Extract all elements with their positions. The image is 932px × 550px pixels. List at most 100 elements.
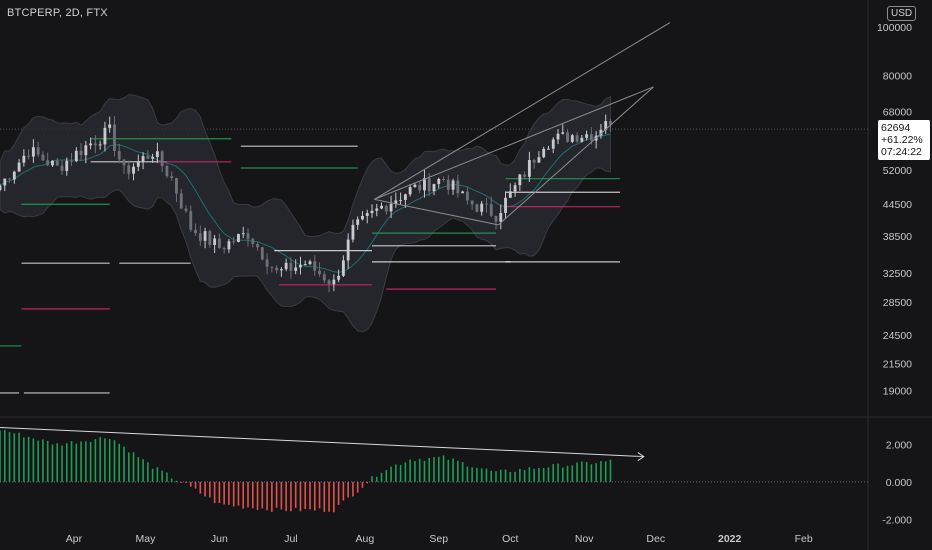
candle-body <box>179 193 183 209</box>
candle-body <box>84 145 88 156</box>
wedge-upper-line <box>374 22 671 200</box>
candle-body <box>375 208 379 211</box>
candle-body <box>117 151 121 160</box>
candle-body <box>55 160 59 166</box>
candle-body <box>93 143 97 146</box>
price-axis-tick-label: 44500 <box>883 199 912 211</box>
candle-body <box>79 150 83 156</box>
candle-body <box>175 177 178 194</box>
candle-body <box>51 160 54 166</box>
candle-body <box>289 262 293 271</box>
candle-body <box>194 229 197 234</box>
candle-body <box>508 191 512 198</box>
candle-body <box>456 180 460 194</box>
candle-body <box>65 160 69 171</box>
time-axis-tick-label: Nov <box>575 533 594 545</box>
candle-body <box>318 270 321 275</box>
candle-body <box>427 178 431 192</box>
candle-body <box>155 151 159 158</box>
candle-body <box>127 165 131 174</box>
candle-body <box>423 178 426 191</box>
candle-body <box>275 267 279 271</box>
price-axis-tick-label: 21500 <box>883 359 912 371</box>
candle-body <box>246 233 250 239</box>
bar-countdown: 07:24:22 <box>881 146 922 158</box>
price-axis-tick-label: 52000 <box>883 165 912 177</box>
candle-body <box>470 200 474 205</box>
candle-body <box>566 132 569 142</box>
candle-body <box>356 219 360 225</box>
candle-body <box>384 205 388 212</box>
candle-body <box>480 203 484 212</box>
candle-body <box>341 260 345 276</box>
candle-body <box>184 208 188 212</box>
candle-body <box>31 147 35 157</box>
candle-body <box>399 199 403 201</box>
oscillator-axis-tick-label: 0.000 <box>886 477 912 489</box>
candle-body <box>570 135 574 142</box>
candle-body <box>60 165 64 171</box>
candle-body <box>504 197 507 213</box>
candle-body <box>370 210 374 214</box>
candle-body <box>256 244 259 248</box>
candle-body <box>237 234 240 242</box>
candle-body <box>361 215 364 220</box>
last-price-value: 62694 <box>881 122 911 134</box>
candle-body <box>475 204 479 212</box>
candle-body <box>518 174 522 186</box>
candle-body <box>36 147 40 155</box>
candle-body <box>599 129 603 136</box>
time-axis-tick-label: 2022 <box>718 533 742 545</box>
candle-body <box>609 121 612 125</box>
candle-body <box>532 160 536 163</box>
candle-body <box>527 160 531 177</box>
candle-body <box>22 155 26 163</box>
candle-body <box>513 185 517 192</box>
candle-body <box>8 178 11 180</box>
candle-body <box>98 144 102 146</box>
candle-body <box>41 154 45 161</box>
candle-body <box>270 266 274 268</box>
candle-body <box>461 191 465 194</box>
candle-body <box>3 178 7 186</box>
candle-body <box>208 231 212 245</box>
candle-body <box>537 157 541 163</box>
candle-body <box>0 185 2 190</box>
oscillator-trendline <box>0 427 644 458</box>
candle-body <box>241 233 245 235</box>
candle-body <box>418 184 422 191</box>
symbol-label: BTCPERP, 2D, FTX <box>7 7 108 19</box>
candle-body <box>70 160 73 162</box>
candle-body <box>17 162 21 172</box>
candle-body <box>365 213 369 216</box>
candle-body <box>279 269 283 271</box>
candle-body <box>589 134 593 141</box>
candle-body <box>446 179 450 190</box>
time-axis-tick-label: Oct <box>502 533 518 545</box>
candle-body <box>604 121 608 130</box>
candle-body <box>46 160 50 166</box>
candle-body <box>141 156 145 162</box>
price-axis-tick-label: 68000 <box>883 106 912 118</box>
candle-body <box>294 267 298 271</box>
wedge-line <box>374 86 654 200</box>
last-price-tag: 62694 +61.22% 07:24:22 <box>878 120 930 160</box>
price-axis-tick-label: 19000 <box>883 386 912 398</box>
candle-body <box>451 180 455 190</box>
currency-button[interactable]: USD <box>887 6 917 21</box>
candle-body <box>585 134 589 138</box>
candle-body <box>146 156 150 159</box>
candle-body <box>413 184 417 188</box>
price-axis-tick-label: 38500 <box>883 231 912 243</box>
candle-body <box>265 259 269 267</box>
candle-body <box>151 157 155 159</box>
candle-body <box>308 261 312 265</box>
candle-body <box>351 224 355 240</box>
candle-body <box>580 137 584 142</box>
candle-body <box>198 233 202 241</box>
candle-body <box>380 205 383 209</box>
candle-body <box>136 161 140 167</box>
candle-body <box>284 262 288 270</box>
